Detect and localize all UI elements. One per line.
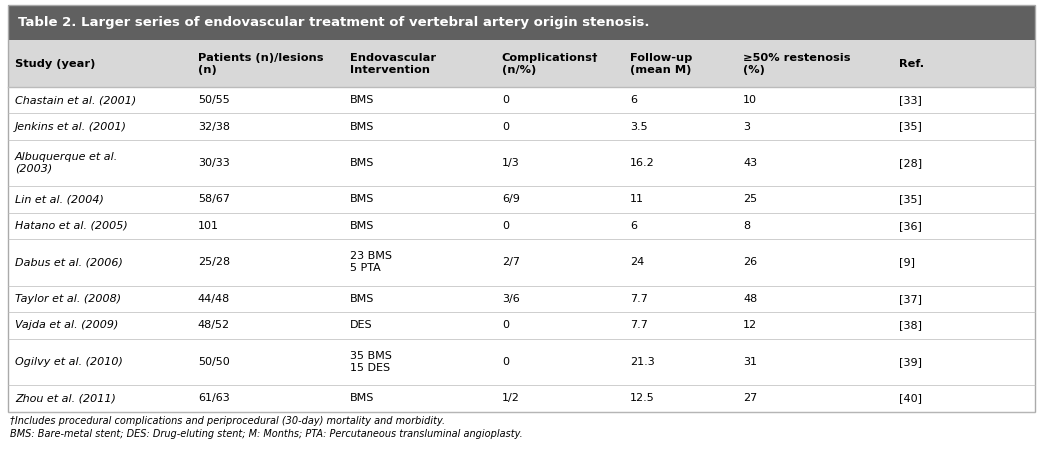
- Bar: [8, 40, 1035, 87]
- Text: BMS: BMS: [349, 95, 374, 105]
- Text: BMS: BMS: [349, 194, 374, 204]
- Bar: [8, 87, 1035, 113]
- Text: 50/55: 50/55: [198, 95, 229, 105]
- Bar: [8, 339, 1035, 385]
- Text: Jenkins et al. (2001): Jenkins et al. (2001): [15, 121, 127, 132]
- Text: [37]: [37]: [899, 294, 922, 304]
- Text: Zhou et al. (2011): Zhou et al. (2011): [15, 393, 116, 403]
- Text: BMS: BMS: [349, 121, 374, 132]
- Text: 31: 31: [744, 357, 757, 367]
- Text: BMS: BMS: [349, 158, 374, 168]
- Text: Follow-up
(mean M): Follow-up (mean M): [630, 53, 693, 74]
- Text: 23 BMS
5 PTA: 23 BMS 5 PTA: [349, 252, 392, 273]
- Text: DES: DES: [349, 320, 372, 331]
- Text: 7.7: 7.7: [630, 294, 648, 304]
- Text: Taylor et al. (2008): Taylor et al. (2008): [15, 294, 121, 304]
- Text: [9]: [9]: [899, 258, 916, 267]
- Text: 101: 101: [198, 221, 219, 231]
- Text: 0: 0: [502, 357, 509, 367]
- Text: BMS: BMS: [349, 221, 374, 231]
- Text: 43: 43: [744, 158, 757, 168]
- Text: 26: 26: [744, 258, 757, 267]
- Text: BMS: BMS: [349, 393, 374, 403]
- Text: [35]: [35]: [899, 121, 922, 132]
- Text: 16.2: 16.2: [630, 158, 655, 168]
- Bar: [8, 186, 1035, 213]
- Text: †Includes procedural complications and periprocedural (30-day) mortality and mor: †Includes procedural complications and p…: [10, 416, 445, 426]
- Text: 1/2: 1/2: [502, 393, 519, 403]
- Text: 61/63: 61/63: [198, 393, 229, 403]
- Text: 25/28: 25/28: [198, 258, 229, 267]
- Text: [28]: [28]: [899, 158, 922, 168]
- Text: 6: 6: [630, 95, 637, 105]
- Text: 8: 8: [744, 221, 750, 231]
- Text: 50/50: 50/50: [198, 357, 229, 367]
- Text: 10: 10: [744, 95, 757, 105]
- Text: 0: 0: [502, 121, 509, 132]
- Text: [33]: [33]: [899, 95, 922, 105]
- Bar: [8, 285, 1035, 312]
- Text: Ogilvy et al. (2010): Ogilvy et al. (2010): [15, 357, 123, 367]
- Bar: [8, 385, 1035, 412]
- Text: 44/48: 44/48: [198, 294, 231, 304]
- Text: 0: 0: [502, 95, 509, 105]
- Text: 48/52: 48/52: [198, 320, 229, 331]
- Text: 35 BMS
15 DES: 35 BMS 15 DES: [349, 351, 392, 373]
- Bar: [8, 113, 1035, 140]
- Text: 2/7: 2/7: [502, 258, 519, 267]
- Text: 0: 0: [502, 221, 509, 231]
- Text: Hatano et al. (2005): Hatano et al. (2005): [15, 221, 127, 231]
- Bar: [8, 5, 1035, 40]
- Text: 3/6: 3/6: [502, 294, 519, 304]
- Bar: [8, 213, 1035, 239]
- Text: 6/9: 6/9: [502, 194, 519, 204]
- Text: Table 2. Larger series of endovascular treatment of vertebral artery origin sten: Table 2. Larger series of endovascular t…: [18, 16, 650, 29]
- Text: Vajda et al. (2009): Vajda et al. (2009): [15, 320, 118, 331]
- Text: 25: 25: [744, 194, 757, 204]
- Text: 6: 6: [630, 221, 637, 231]
- Bar: [8, 140, 1035, 186]
- Text: BMS: Bare-metal stent; DES: Drug-eluting stent; M: Months; PTA: Percutaneous tra: BMS: Bare-metal stent; DES: Drug-eluting…: [10, 429, 523, 439]
- Text: Endovascular
Intervention: Endovascular Intervention: [349, 53, 436, 74]
- Text: 1/3: 1/3: [502, 158, 519, 168]
- Text: ≥50% restenosis
(%): ≥50% restenosis (%): [744, 53, 851, 74]
- Bar: [8, 239, 1035, 285]
- Text: 3.5: 3.5: [630, 121, 648, 132]
- Text: Lin et al. (2004): Lin et al. (2004): [15, 194, 104, 204]
- Text: 11: 11: [630, 194, 645, 204]
- Text: [39]: [39]: [899, 357, 922, 367]
- Text: [36]: [36]: [899, 221, 922, 231]
- Text: 21.3: 21.3: [630, 357, 655, 367]
- Text: 58/67: 58/67: [198, 194, 229, 204]
- Text: Patients (n)/lesions
(n): Patients (n)/lesions (n): [198, 53, 323, 74]
- Text: 3: 3: [744, 121, 750, 132]
- Text: 48: 48: [744, 294, 757, 304]
- Text: BMS: BMS: [349, 294, 374, 304]
- Text: Ref.: Ref.: [899, 59, 924, 69]
- Text: 12: 12: [744, 320, 757, 331]
- Text: 24: 24: [630, 258, 645, 267]
- Text: Dabus et al. (2006): Dabus et al. (2006): [15, 258, 123, 267]
- Text: 32/38: 32/38: [198, 121, 229, 132]
- Bar: [8, 312, 1035, 339]
- Text: 7.7: 7.7: [630, 320, 648, 331]
- Text: Study (year): Study (year): [15, 59, 95, 69]
- Text: [35]: [35]: [899, 194, 922, 204]
- Text: [40]: [40]: [899, 393, 922, 403]
- Text: Chastain et al. (2001): Chastain et al. (2001): [15, 95, 137, 105]
- Text: [38]: [38]: [899, 320, 922, 331]
- Text: 30/33: 30/33: [198, 158, 229, 168]
- Text: Complications†
(n/%): Complications† (n/%): [502, 53, 599, 74]
- Text: 12.5: 12.5: [630, 393, 655, 403]
- Text: 0: 0: [502, 320, 509, 331]
- Text: Albuquerque et al.
(2003): Albuquerque et al. (2003): [15, 152, 118, 174]
- Text: 27: 27: [744, 393, 757, 403]
